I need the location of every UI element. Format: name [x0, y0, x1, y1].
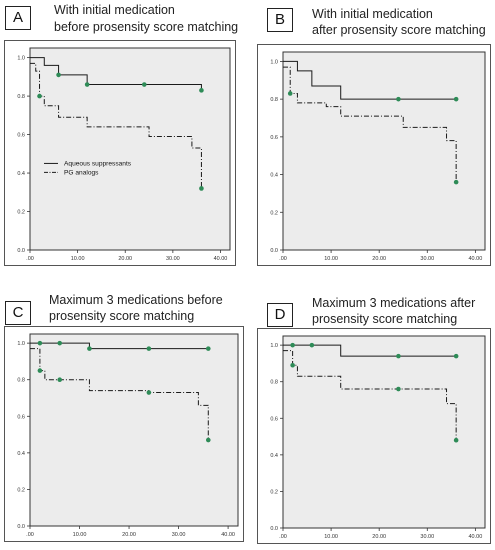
y-tick-label: 0.6 [17, 133, 25, 139]
y-tick-label: 0.8 [17, 378, 25, 384]
censor-marker [396, 96, 401, 102]
panel-title-a-line-2: before prosensity score matching [54, 20, 239, 34]
censor-marker [205, 437, 211, 443]
y-tick-label: 0.6 [17, 414, 25, 420]
panel-title-a-line-1: With initial medication [54, 3, 175, 17]
censor-marker [287, 91, 293, 96]
y-tick-label: 0.0 [270, 526, 278, 532]
x-tick-label: 10.00 [71, 256, 85, 262]
x-tick-label: 30.00 [166, 256, 180, 262]
panel-title-d-line-2: prosensity score matching [312, 312, 458, 326]
chart-a: 0.0 0.2 0.4 0.6 0.8 1.0 .00 10.00 20.00 30.00 40.0… [4, 40, 236, 266]
panel-label-a: A [5, 6, 31, 30]
censor-marker [396, 386, 401, 392]
x-tick-label: 30.00 [420, 256, 434, 262]
y-tick-label: 0.4 [17, 171, 25, 177]
x-tick-label: 20.00 [118, 256, 132, 262]
legend-label: PG analogs [64, 170, 99, 177]
censor-marker [453, 96, 459, 102]
censor-marker [290, 362, 295, 368]
x-tick-label: 40.00 [214, 256, 228, 262]
censor-marker [199, 88, 204, 93]
y-tick-label: 0.0 [270, 248, 278, 254]
y-tick-label: 0.2 [17, 487, 25, 493]
survival-curve-dashdot [283, 350, 457, 441]
x-tick-label: .00 [279, 256, 287, 262]
x-tick-label: .00 [279, 534, 287, 540]
panel-title-d-line-1: Maximum 3 medications after [312, 296, 476, 310]
panel-title-b-line-1: With initial medication [312, 7, 433, 21]
y-tick-label: 0.4 [270, 453, 278, 459]
survival-curve-dashdot [283, 66, 457, 183]
survival-curve-solid [283, 60, 457, 100]
y-tick-label: 0.4 [270, 173, 278, 179]
censor-marker [309, 342, 315, 348]
censor-marker [290, 342, 295, 348]
y-tick-label: 0.0 [17, 524, 25, 530]
censor-marker [205, 346, 211, 351]
censor-marker [37, 340, 43, 346]
y-tick-label: 0.8 [270, 380, 278, 386]
panel-label-c: C [5, 301, 31, 325]
legend-label: Aqueous suppressants [64, 161, 132, 168]
y-tick-label: 0.2 [270, 210, 278, 216]
plot-area-d [282, 335, 486, 529]
censor-marker [146, 346, 152, 351]
y-tick-label: 0.4 [17, 451, 25, 457]
x-tick-label: 10.00 [324, 534, 338, 540]
y-tick-label: 0.6 [270, 416, 278, 422]
panel-title-c-line-2: prosensity score matching [49, 309, 195, 323]
x-tick-label: 40.00 [221, 532, 235, 538]
x-tick-label: 10.00 [324, 256, 338, 262]
chart-b: 0.0 0.2 0.4 0.6 0.8 1.0 .00 10.00 20.00 30.00 40.0… [257, 44, 491, 266]
plot-area-a [29, 47, 231, 251]
censor-marker [57, 377, 63, 383]
panel-title-c-line-1: Maximum 3 medications before [49, 293, 223, 307]
censor-marker [453, 353, 459, 359]
panel-label-b: B [267, 8, 293, 32]
censor-marker [57, 340, 63, 346]
y-tick-label: 0.2 [17, 210, 25, 216]
censor-marker [141, 82, 147, 87]
y-tick-label: 0.8 [17, 94, 25, 100]
plot-area-c [29, 333, 239, 527]
censor-marker [87, 346, 92, 351]
chart-c: 0.0 0.2 0.4 0.6 0.8 1.0 .00 10.00 20.00 30.00 40.0… [4, 326, 244, 542]
y-tick-label: 1.0 [17, 56, 25, 62]
y-tick-label: 1.0 [17, 341, 25, 347]
censor-marker [37, 368, 43, 373]
x-tick-label: 30.00 [172, 532, 186, 538]
x-tick-label: .00 [26, 532, 34, 538]
censor-marker [396, 353, 401, 359]
y-tick-label: 1.0 [270, 343, 278, 349]
censor-marker [56, 72, 61, 78]
y-tick-label: 0.0 [17, 248, 25, 254]
x-tick-label: 40.00 [468, 256, 482, 262]
plot-area-b [282, 51, 486, 251]
y-tick-label: 0.6 [270, 135, 278, 141]
survival-curve-dashdot [30, 62, 202, 189]
censor-marker [453, 437, 459, 443]
x-tick-label: 10.00 [73, 532, 87, 538]
censor-marker [199, 186, 204, 191]
x-tick-label: 20.00 [372, 256, 386, 262]
x-tick-label: 30.00 [420, 534, 434, 540]
y-tick-label: 1.0 [270, 59, 278, 65]
x-tick-label: 20.00 [372, 534, 386, 540]
censor-marker [37, 93, 42, 99]
panel-label-d: D [267, 303, 293, 327]
censor-marker [146, 390, 152, 395]
censor-marker [84, 82, 90, 87]
x-tick-label: .00 [26, 256, 34, 262]
panel-title-b-line-2: after prosensity score matching [312, 23, 486, 37]
censor-marker [453, 179, 459, 185]
y-tick-label: 0.2 [270, 489, 278, 495]
x-tick-label: 40.00 [468, 534, 482, 540]
x-tick-label: 20.00 [122, 532, 136, 538]
y-tick-label: 0.8 [270, 97, 278, 103]
chart-d: 0.0 0.2 0.4 0.6 0.8 1.0 .00 10.00 20.00 30.00 40.0… [257, 328, 491, 544]
